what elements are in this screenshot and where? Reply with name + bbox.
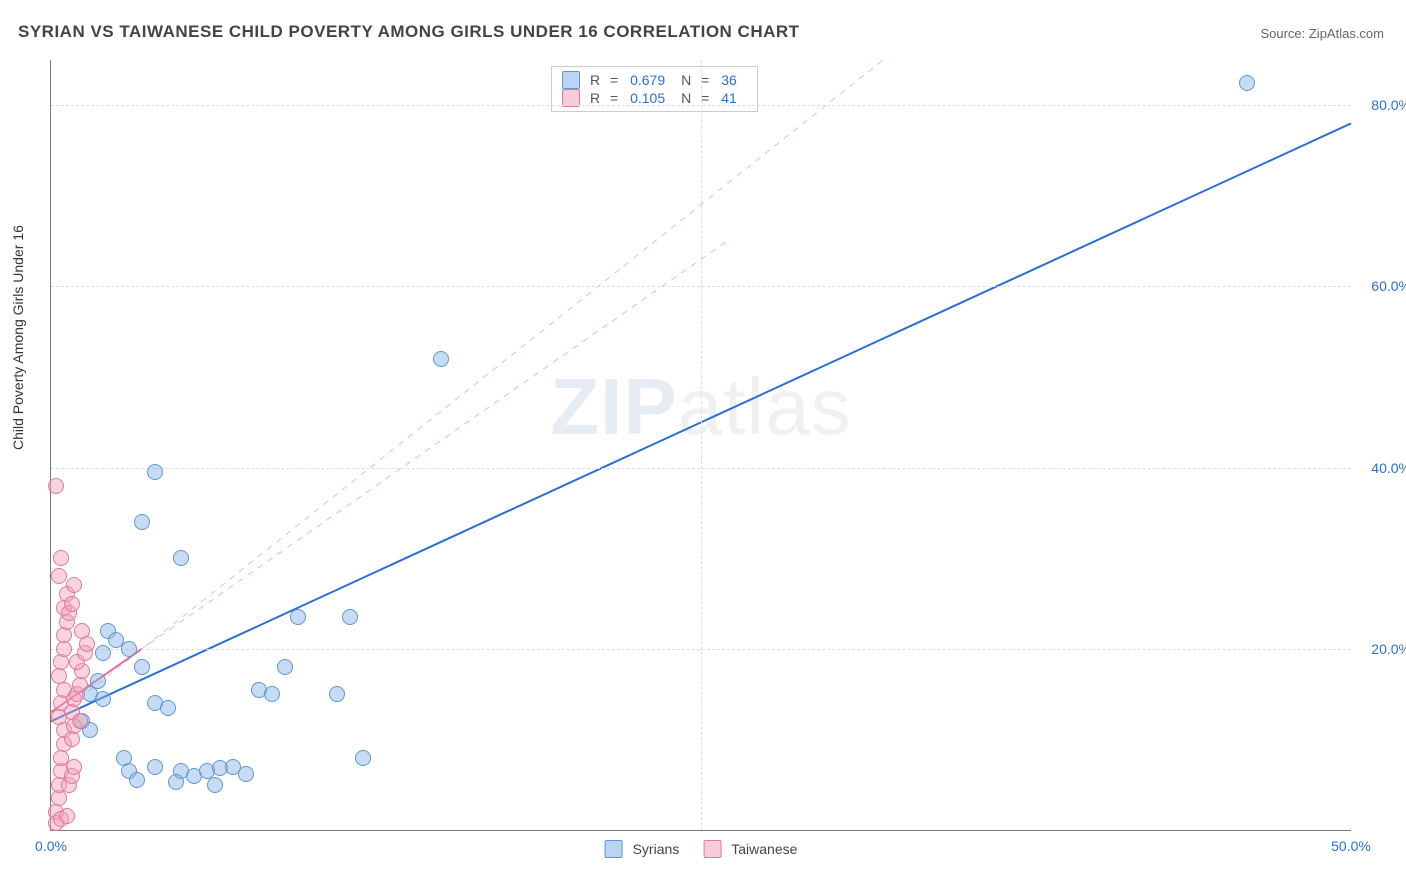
data-point-syrians — [134, 659, 150, 675]
watermark-zip: ZIP — [550, 362, 677, 451]
data-point-syrians — [168, 774, 184, 790]
chart-plot-area: ZIPatlas R = 0.679 N = 36 R = 0.105 N = … — [50, 60, 1351, 831]
watermark-atlas: atlas — [678, 362, 852, 451]
y-axis-label: Child Poverty Among Girls Under 16 — [10, 225, 26, 450]
grid-line-v — [701, 60, 702, 830]
data-point-taiwanese — [59, 808, 75, 824]
n-value-taiwanese: 41 — [721, 90, 737, 106]
data-point-syrians — [238, 766, 254, 782]
r-value-taiwanese: 0.105 — [630, 90, 665, 106]
data-point-taiwanese — [66, 759, 82, 775]
data-point-taiwanese — [53, 654, 69, 670]
stats-row-syrians: R = 0.679 N = 36 — [562, 71, 747, 89]
data-point-taiwanese — [53, 550, 69, 566]
data-point-taiwanese — [51, 668, 67, 684]
y-tick-label: 80.0% — [1356, 97, 1406, 113]
data-point-taiwanese — [56, 627, 72, 643]
data-point-syrians — [1239, 75, 1255, 91]
y-tick-label: 40.0% — [1356, 460, 1406, 476]
data-point-syrians — [355, 750, 371, 766]
swatch-syrians-icon — [605, 840, 623, 858]
x-tick-label: 50.0% — [1331, 838, 1371, 854]
data-point-taiwanese — [72, 677, 88, 693]
r-label: R — [590, 72, 600, 88]
legend-label-syrians: Syrians — [633, 841, 680, 857]
n-value-syrians: 36 — [721, 72, 737, 88]
legend-item-taiwanese: Taiwanese — [703, 840, 797, 858]
data-point-syrians — [90, 673, 106, 689]
data-point-syrians — [277, 659, 293, 675]
r-label: R — [590, 90, 600, 106]
legend-item-syrians: Syrians — [605, 840, 680, 858]
data-point-syrians — [134, 514, 150, 530]
data-point-syrians — [147, 464, 163, 480]
data-point-syrians — [173, 550, 189, 566]
y-tick-label: 20.0% — [1356, 641, 1406, 657]
source-name: ZipAtlas.com — [1309, 26, 1384, 41]
data-point-syrians — [95, 691, 111, 707]
data-point-taiwanese — [64, 596, 80, 612]
legend-label-taiwanese: Taiwanese — [731, 841, 797, 857]
data-point-taiwanese — [48, 478, 64, 494]
data-point-syrians — [329, 686, 345, 702]
data-point-taiwanese — [64, 731, 80, 747]
trend-line — [51, 60, 883, 721]
data-point-syrians — [116, 750, 132, 766]
data-point-taiwanese — [66, 577, 82, 593]
data-point-syrians — [129, 772, 145, 788]
x-tick-label: 0.0% — [35, 838, 67, 854]
data-point-syrians — [342, 609, 358, 625]
n-label: N — [681, 72, 691, 88]
data-point-taiwanese — [72, 713, 88, 729]
data-point-syrians — [264, 686, 280, 702]
data-point-syrians — [160, 700, 176, 716]
data-point-syrians — [433, 351, 449, 367]
series-legend: Syrians Taiwanese — [605, 840, 798, 858]
data-point-syrians — [207, 777, 223, 793]
n-label: N — [681, 90, 691, 106]
source-prefix: Source: — [1260, 26, 1308, 41]
data-point-syrians — [147, 759, 163, 775]
r-value-syrians: 0.679 — [630, 72, 665, 88]
data-point-syrians — [95, 645, 111, 661]
data-point-syrians — [290, 609, 306, 625]
swatch-taiwanese-icon — [703, 840, 721, 858]
y-tick-label: 60.0% — [1356, 278, 1406, 294]
swatch-syrians-icon — [562, 71, 580, 89]
source-attribution: Source: ZipAtlas.com — [1260, 26, 1384, 41]
chart-title: SYRIAN VS TAIWANESE CHILD POVERTY AMONG … — [18, 22, 800, 42]
data-point-syrians — [121, 641, 137, 657]
data-point-taiwanese — [51, 568, 67, 584]
data-point-taiwanese — [74, 623, 90, 639]
